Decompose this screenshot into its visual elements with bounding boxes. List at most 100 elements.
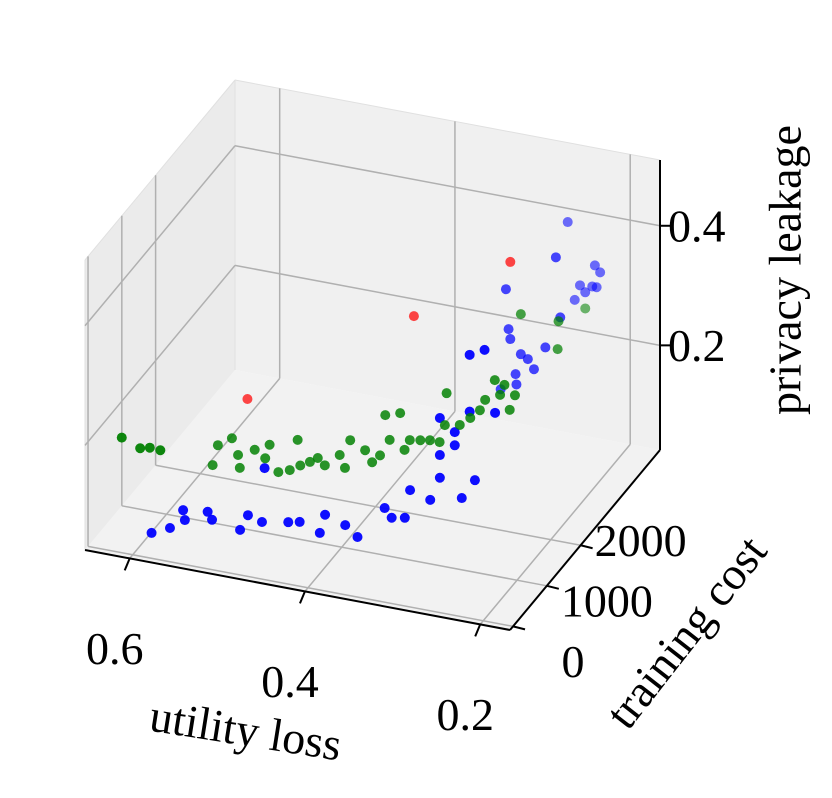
point [340, 520, 351, 531]
pane-edge [234, 79, 661, 161]
point [284, 465, 295, 476]
panes [85, 80, 660, 630]
point [500, 284, 511, 295]
point [404, 435, 415, 446]
point [515, 349, 526, 360]
point [515, 309, 526, 320]
point [395, 408, 406, 419]
point [144, 442, 155, 453]
point [233, 449, 244, 460]
point [260, 453, 271, 464]
point [264, 439, 275, 450]
point [367, 457, 378, 468]
point [528, 364, 539, 375]
point [294, 516, 305, 527]
point [399, 444, 410, 455]
point [511, 379, 522, 390]
point [552, 344, 563, 355]
point [242, 510, 253, 521]
point [135, 443, 146, 454]
point [226, 433, 237, 444]
point [207, 460, 218, 471]
point [464, 349, 475, 360]
point [449, 427, 460, 438]
point [434, 472, 445, 483]
point [202, 506, 213, 517]
grid-line [234, 264, 661, 347]
point [510, 369, 521, 380]
point [474, 405, 485, 416]
point [283, 517, 294, 528]
point [574, 280, 585, 291]
grid-line [129, 377, 281, 559]
point [334, 449, 345, 460]
point [499, 379, 510, 390]
point [292, 434, 303, 445]
point [339, 462, 350, 473]
x-tick-label: 0.6 [86, 623, 144, 674]
point [589, 260, 600, 271]
point [314, 527, 325, 538]
point [116, 432, 127, 443]
y-tick [546, 584, 560, 590]
point [591, 282, 602, 293]
point [408, 311, 419, 322]
point [207, 514, 218, 525]
point [439, 420, 450, 431]
point [178, 505, 189, 516]
point [345, 435, 356, 446]
back-pane [235, 80, 660, 450]
z-tick-label: 0.4 [668, 200, 726, 251]
x-tick-label: 0.4 [261, 656, 319, 707]
point [509, 390, 520, 401]
point [441, 388, 452, 399]
point [304, 456, 315, 467]
point [434, 437, 445, 448]
x-tick [299, 591, 306, 604]
grid-line [155, 464, 581, 547]
point [424, 435, 435, 446]
point [415, 435, 426, 446]
point [235, 524, 246, 535]
point [580, 287, 591, 298]
point [399, 512, 410, 523]
point [164, 523, 175, 534]
point [550, 252, 561, 263]
grid-line [84, 145, 236, 327]
point [312, 453, 323, 464]
point [504, 404, 515, 415]
point [540, 342, 551, 353]
grid-line [479, 443, 631, 625]
point [595, 267, 606, 278]
x-axis-line [84, 549, 511, 631]
x-tick-label: 0.2 [436, 689, 494, 740]
point [352, 532, 363, 543]
y-tick [580, 544, 593, 550]
x-tick [123, 558, 131, 571]
point [360, 445, 371, 456]
y-tick-label: 1000 [561, 575, 653, 626]
point [562, 217, 573, 228]
point [242, 393, 253, 404]
x-tick [474, 624, 482, 637]
point [469, 475, 480, 486]
point [465, 412, 476, 423]
point [454, 419, 465, 430]
point [553, 316, 564, 327]
point [179, 515, 190, 526]
point [505, 256, 516, 267]
z-tick-label: 0.2 [668, 320, 726, 371]
point [425, 494, 436, 505]
point [375, 450, 386, 461]
point [503, 324, 514, 335]
point [480, 394, 491, 405]
point [320, 509, 331, 520]
point [386, 512, 397, 523]
point [319, 460, 330, 471]
point [249, 444, 260, 455]
z-axis-label: privacy leakage [760, 125, 811, 415]
point [434, 450, 445, 461]
point [146, 527, 157, 538]
point [479, 344, 490, 355]
